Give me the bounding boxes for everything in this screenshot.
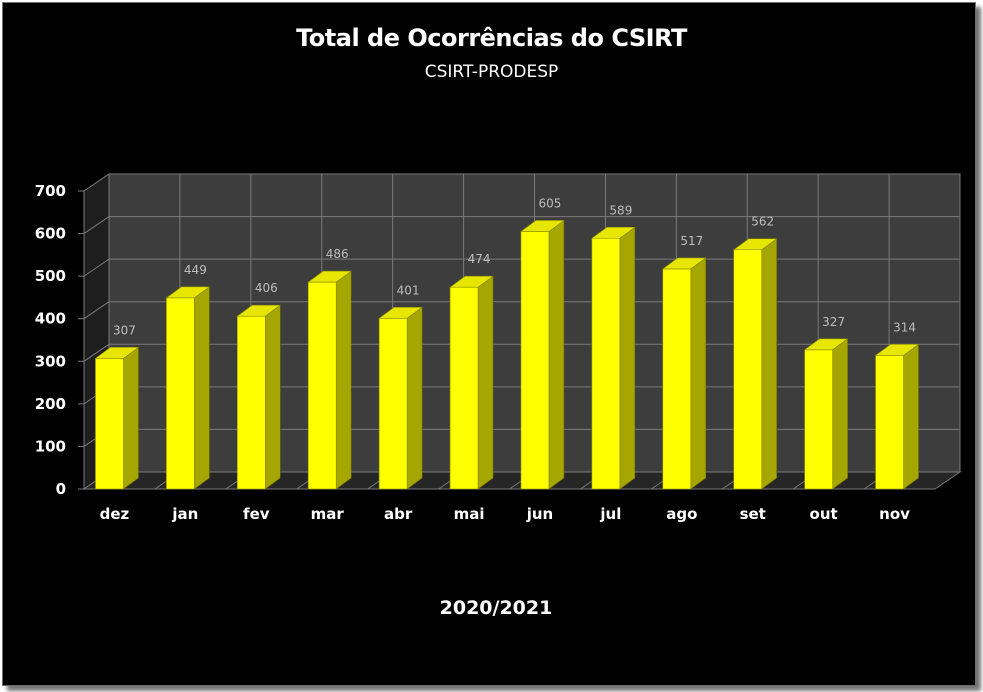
data-label: 449 [184,263,207,277]
gridline-side [83,343,110,362]
bar [732,238,778,490]
bar-top [874,344,920,356]
bar-front [307,281,337,490]
x-tick-label: fev [243,505,270,523]
y-axis-labels: 0 100 200 300 400 500 600 700 [35,182,66,498]
x-axis-labels: dez jan fev mar abr mai jun jul ago set out nov [100,505,911,523]
data-label: 589 [609,203,632,217]
bar-side [832,338,848,490]
bar [94,346,140,490]
bar-side [548,219,565,490]
bar-top [94,347,140,359]
y-tick-label: 600 [35,225,66,243]
x-axis-title: 2020/2021 [440,597,553,619]
data-label: 307 [113,323,136,337]
bars [94,219,920,490]
bar-side [619,226,636,490]
x-tick-label: dez [100,505,130,523]
bar-top [661,257,707,270]
bar-front [875,355,904,490]
bar-side [264,304,281,490]
y-tick-label: 0 [56,480,66,498]
data-label: 474 [468,252,491,266]
bar-top [732,238,778,251]
bar-top [803,338,849,351]
bar [307,270,353,490]
bar-front [95,358,124,490]
gridline-side [83,216,110,234]
bar-side [123,346,139,490]
bar-top [378,306,424,319]
x-tick-label: nov [879,505,910,523]
bar-top [165,286,211,299]
y-tick-label: 400 [35,310,66,328]
bar-side [477,275,494,490]
bar [874,343,920,490]
bar-top [590,226,636,239]
chart-title: Total de Ocorrências do CSIRT [296,24,687,52]
x-tick-label: mar [311,505,345,523]
y-tick-label: 500 [35,267,66,285]
x-tick-label: ago [666,505,697,523]
bar-front [733,249,763,490]
bar-front [236,315,266,490]
data-labels: 307 449 406 486 401 474 605 589 517 562 327 314 [113,196,916,337]
bar-side [335,270,352,490]
data-label: 605 [539,196,562,210]
bar-front [449,286,479,490]
x-tick-label: out [810,505,838,523]
bar [165,286,211,490]
gridline-side [83,301,110,320]
data-label: 401 [397,283,420,297]
bar-side [903,343,919,490]
bar-front [662,268,692,490]
y-tick-label: 700 [35,182,66,200]
bar [803,338,849,490]
bar [661,257,707,490]
bar [236,304,282,490]
bar-side [690,257,707,490]
gridline-side [83,258,110,277]
y-tick-label: 300 [35,352,66,370]
y-tick-label: 100 [35,437,66,455]
bar-front [804,349,833,490]
x-tick-label: jan [171,505,198,523]
bar-front [166,297,195,490]
bar-top [520,220,565,232]
bar [520,219,565,490]
bar [590,226,636,490]
bar [378,306,424,490]
bar [449,275,494,490]
data-label: 486 [326,247,349,261]
chart-subtitle: CSIRT-PRODESP [424,62,559,82]
x-tick-label: abr [384,505,413,523]
data-label: 327 [822,315,845,329]
x-tick-label: mai [454,505,485,523]
data-label: 314 [893,320,916,334]
bar-side [194,286,210,490]
bar-side [761,238,778,490]
bar-side [406,306,423,490]
data-label: 406 [255,281,278,295]
data-label: 517 [680,234,703,248]
bar-top [307,270,353,283]
x-tick-label: jun [526,505,554,523]
bar-front [591,237,621,490]
data-label: 562 [751,215,774,229]
y-tick-label: 200 [35,395,66,413]
x-tick-label: set [740,505,766,523]
x-tick-label: jul [599,505,621,523]
bar-top [236,304,282,317]
bar-front [520,231,550,490]
bar-top [449,275,494,288]
bar-front [378,317,408,490]
